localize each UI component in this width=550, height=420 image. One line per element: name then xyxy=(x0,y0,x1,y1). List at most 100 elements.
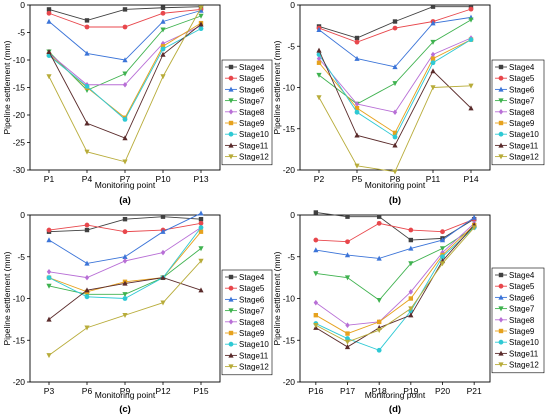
data-point xyxy=(376,319,382,325)
panel-label: (a) xyxy=(119,195,131,206)
data-point xyxy=(354,132,360,138)
data-point xyxy=(408,289,414,295)
data-point xyxy=(84,274,90,281)
x-tick-label: P16 xyxy=(308,386,323,396)
data-point xyxy=(345,214,350,219)
data-point xyxy=(313,323,319,329)
legend-marker xyxy=(228,285,234,291)
data-point xyxy=(160,74,166,80)
y-tick-label: -10 xyxy=(13,55,26,65)
data-point xyxy=(430,60,436,66)
x-tick-label: P20 xyxy=(435,386,450,396)
data-point xyxy=(160,44,166,49)
data-point xyxy=(430,51,436,58)
data-point xyxy=(313,237,319,243)
x-tick-label: P8 xyxy=(390,174,401,184)
data-point xyxy=(160,27,166,33)
data-point xyxy=(84,260,90,266)
data-point xyxy=(316,72,322,78)
x-tick-label: P2 xyxy=(314,174,325,184)
panel-label: (c) xyxy=(119,404,131,415)
series-line-stage10 xyxy=(315,227,475,351)
legend-entry: Stage10 xyxy=(239,130,269,139)
data-point xyxy=(46,283,52,289)
legend-entry: Stage8 xyxy=(509,108,535,117)
legend-entry: Stage7 xyxy=(509,305,535,314)
legend-marker xyxy=(228,364,234,370)
data-point xyxy=(46,48,52,54)
x-tick-label: P1 xyxy=(44,174,55,184)
y-tick-label: 0 xyxy=(20,0,25,10)
series-line-stage10 xyxy=(318,39,472,138)
x-axis-title: Monitoring point xyxy=(365,180,426,190)
y-axis-title: Pipeline settlement (mm) xyxy=(272,40,282,134)
chart-panel-1: 0 -5 -10 -15 -20 P2 P5 P8 P11 P14 Monitoring point… xyxy=(272,0,545,206)
data-point xyxy=(430,56,436,61)
data-point xyxy=(344,344,351,350)
data-point xyxy=(84,227,90,233)
data-point xyxy=(198,258,204,264)
data-point xyxy=(122,296,128,301)
legend-entry: Stage10 xyxy=(509,130,539,139)
data-point xyxy=(316,47,322,53)
legend-marker xyxy=(498,317,504,323)
data-point xyxy=(344,252,351,258)
series-line-stage6 xyxy=(315,217,475,259)
data-point xyxy=(84,287,90,293)
legend-entry: Stage4 xyxy=(239,63,265,72)
legend-marker xyxy=(498,142,504,148)
data-point xyxy=(122,313,128,318)
data-point xyxy=(122,258,128,264)
data-point xyxy=(468,105,474,111)
series-line-stage6 xyxy=(318,16,472,68)
data-point xyxy=(122,292,128,298)
data-point xyxy=(122,57,128,63)
series-line-stage5 xyxy=(315,218,475,243)
y-tick-label: -20 xyxy=(283,377,296,387)
data-point xyxy=(160,10,166,16)
legend-marker xyxy=(228,86,234,92)
data-point xyxy=(84,222,90,228)
x-tick-label: P7 xyxy=(120,174,131,184)
data-point xyxy=(345,331,350,336)
data-point xyxy=(122,135,128,141)
y-tick-label: -15 xyxy=(283,124,296,134)
legend-marker xyxy=(498,120,504,126)
x-tick-label: P12 xyxy=(155,386,170,396)
data-point xyxy=(198,5,204,11)
legend-marker xyxy=(228,296,234,302)
data-point xyxy=(198,225,204,230)
legend-entry: Stage6 xyxy=(509,293,535,302)
legend-marker xyxy=(228,64,234,70)
x-tick-label: P19 xyxy=(403,386,418,396)
data-point xyxy=(122,253,128,259)
series-line-stage7 xyxy=(315,227,475,301)
legend-entry: Stage7 xyxy=(509,97,535,106)
x-tick-label: P13 xyxy=(193,174,208,184)
legend-entry: Stage4 xyxy=(509,271,535,280)
legend-marker xyxy=(228,75,234,81)
data-point xyxy=(84,50,90,56)
data-point xyxy=(376,347,382,353)
data-point xyxy=(440,249,445,256)
x-axis-title: Monitoring point xyxy=(95,180,156,190)
data-point xyxy=(198,287,204,293)
data-point xyxy=(376,220,382,226)
series-line-stage5 xyxy=(318,8,472,43)
legend-marker xyxy=(228,109,234,115)
data-point xyxy=(198,229,204,234)
data-point xyxy=(430,4,436,9)
legend-entry: Stage8 xyxy=(239,318,265,327)
legend-entry: Stage9 xyxy=(239,329,265,338)
y-tick-label: -30 xyxy=(13,165,26,175)
data-point xyxy=(430,68,436,74)
data-point xyxy=(440,229,445,235)
data-point xyxy=(122,81,128,88)
y-axis-title: Pipeline settlement (mm) xyxy=(272,251,282,345)
data-point xyxy=(46,353,52,359)
y-tick-label: -10 xyxy=(283,294,296,304)
legend-marker xyxy=(498,109,504,115)
data-point xyxy=(354,105,360,111)
legend-marker xyxy=(498,154,504,160)
